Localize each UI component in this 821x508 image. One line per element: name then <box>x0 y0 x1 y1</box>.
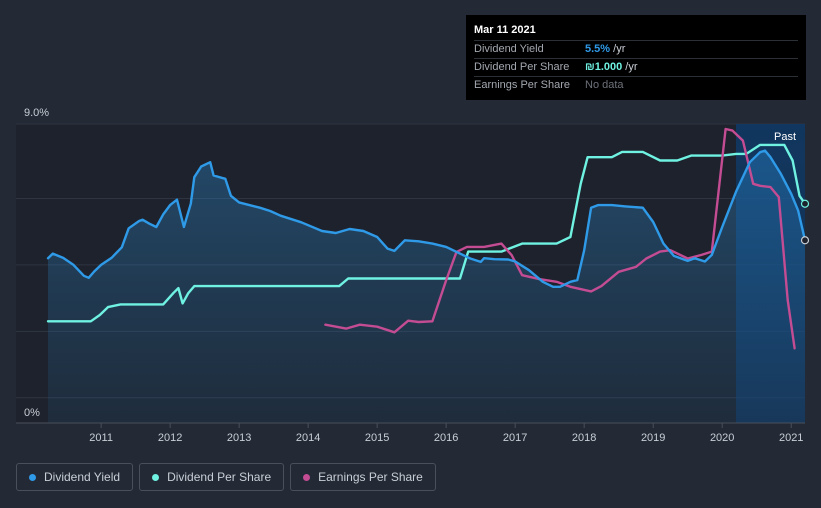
legend-item-dividend-per-share[interactable]: Dividend Per Share <box>139 463 285 491</box>
past-label: Past <box>774 131 796 143</box>
tooltip-number: 5.5% <box>585 43 611 55</box>
tooltip-label: Earnings Per Share <box>474 79 570 91</box>
legend-dot-icon <box>29 473 36 481</box>
tooltip-row-dividend-yield: Dividend Yield 5.5% /yr <box>474 40 798 58</box>
legend-dot-icon <box>152 473 160 481</box>
x-tick-label: 2014 <box>296 432 320 444</box>
x-tick-label: 2012 <box>158 432 182 444</box>
x-tick-label: 2018 <box>572 432 596 444</box>
x-tick-label: 2017 <box>503 432 527 444</box>
x-tick-label: 2011 <box>89 432 113 444</box>
current-value-marker <box>800 236 810 245</box>
x-tick-label: 2020 <box>710 432 734 444</box>
series-layer <box>46 127 810 423</box>
legend-item-dividend-yield[interactable]: Dividend Yield <box>16 463 134 491</box>
earnings-per-share-line <box>324 127 796 350</box>
tooltip-value: No data <box>585 77 624 94</box>
y-tick-label-top: 9.0% <box>24 107 49 119</box>
dps-end-marker <box>800 199 810 208</box>
tooltip-value: 5.5% /yr <box>585 41 625 58</box>
x-axis-ticks: 2011 2012 2013 2014 2015 2016 2017 2018 2019 2020… <box>89 423 803 444</box>
tooltip-value: ₪1.000 /yr <box>585 59 638 76</box>
x-tick-label: 2019 <box>641 432 665 444</box>
legend-label: Earnings Per Share <box>318 470 423 484</box>
dividend-per-share-line <box>46 143 807 323</box>
x-tick-label: 2013 <box>227 432 251 444</box>
tooltip-row-dividend-per-share: Dividend Per Share ₪1.000 /yr <box>474 58 798 76</box>
dividend-yield-area <box>48 150 805 423</box>
x-tick-label: 2021 <box>779 432 803 444</box>
tooltip: Mar 11 2021 Dividend Yield 5.5% /yr Divi… <box>466 15 806 100</box>
legend-item-earnings-per-share[interactable]: Earnings Per Share <box>290 463 436 491</box>
dividend-yield-line <box>46 149 807 288</box>
legend-dot-icon <box>303 473 311 481</box>
y-tick-label-bottom: 0% <box>24 407 40 419</box>
tooltip-unit: /yr <box>622 61 638 73</box>
x-tick-label: 2015 <box>365 432 389 444</box>
x-tick-label: 2016 <box>434 432 458 444</box>
legend-label: Dividend Per Share <box>167 470 272 484</box>
tooltip-label: Dividend Yield <box>474 43 544 55</box>
tooltip-date: Mar 11 2021 <box>474 24 536 36</box>
tooltip-unit: /yr <box>610 43 626 55</box>
legend: Dividend Yield Dividend Per Share Earnin… <box>16 463 436 491</box>
tooltip-row-earnings-per-share: Earnings Per Share No data <box>474 76 798 94</box>
tooltip-no-data: No data <box>585 79 624 91</box>
tooltip-label: Dividend Per Share <box>474 61 570 73</box>
tooltip-number: ₪1.000 <box>585 61 623 73</box>
legend-label: Dividend Yield <box>44 470 121 484</box>
